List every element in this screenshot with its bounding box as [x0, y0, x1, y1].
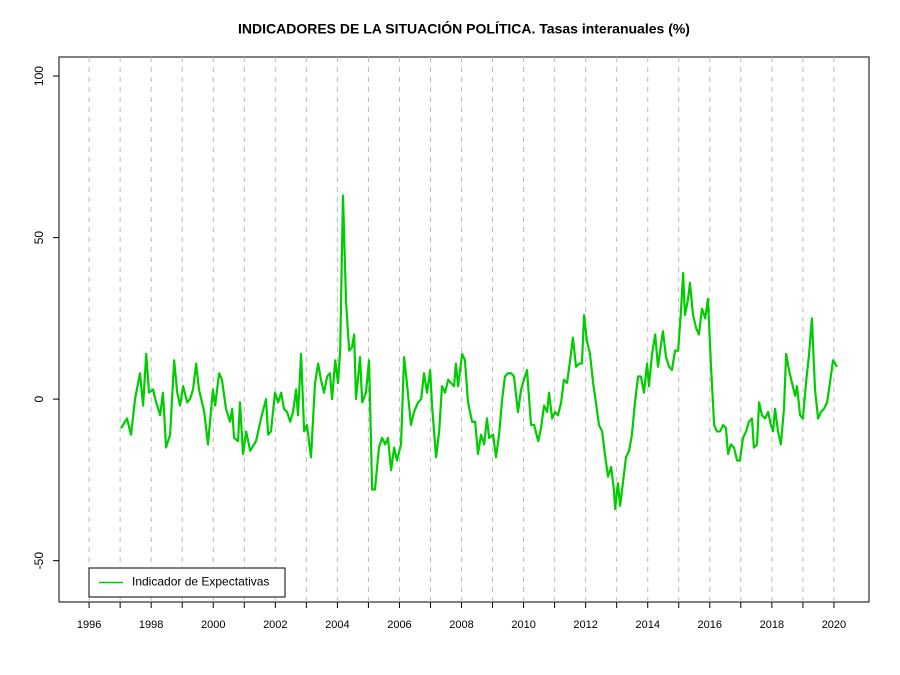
- x-tick-label: 2002: [263, 619, 287, 631]
- legend-label: Indicador de Expectativas: [132, 575, 269, 589]
- x-tick-label: 1998: [139, 619, 163, 631]
- x-tick-label: 2004: [325, 619, 349, 631]
- x-tick-label: 2010: [511, 619, 535, 631]
- x-tick-label: 2008: [449, 619, 473, 631]
- x-tick-label: 2014: [635, 619, 659, 631]
- chart-title: INDICADORES DE LA SITUACIÓN POLÍTICA. Ta…: [238, 20, 690, 37]
- x-tick-label: 2018: [760, 619, 784, 631]
- x-tick-label: 2020: [822, 619, 846, 631]
- x-tick-label: 2006: [387, 619, 411, 631]
- plot-frame: [58, 56, 870, 603]
- y-tick-label: 0: [32, 395, 46, 402]
- x-tick-label: 2016: [698, 619, 722, 631]
- x-tick-label: 2000: [201, 619, 225, 631]
- y-tick-label: -50: [32, 552, 46, 570]
- x-tick-label: 2012: [573, 619, 597, 631]
- x-tick-label: 1996: [77, 619, 101, 631]
- y-tick-label: 50: [32, 231, 46, 245]
- y-tick-label: 100: [32, 66, 46, 86]
- data-line: [120, 194, 838, 511]
